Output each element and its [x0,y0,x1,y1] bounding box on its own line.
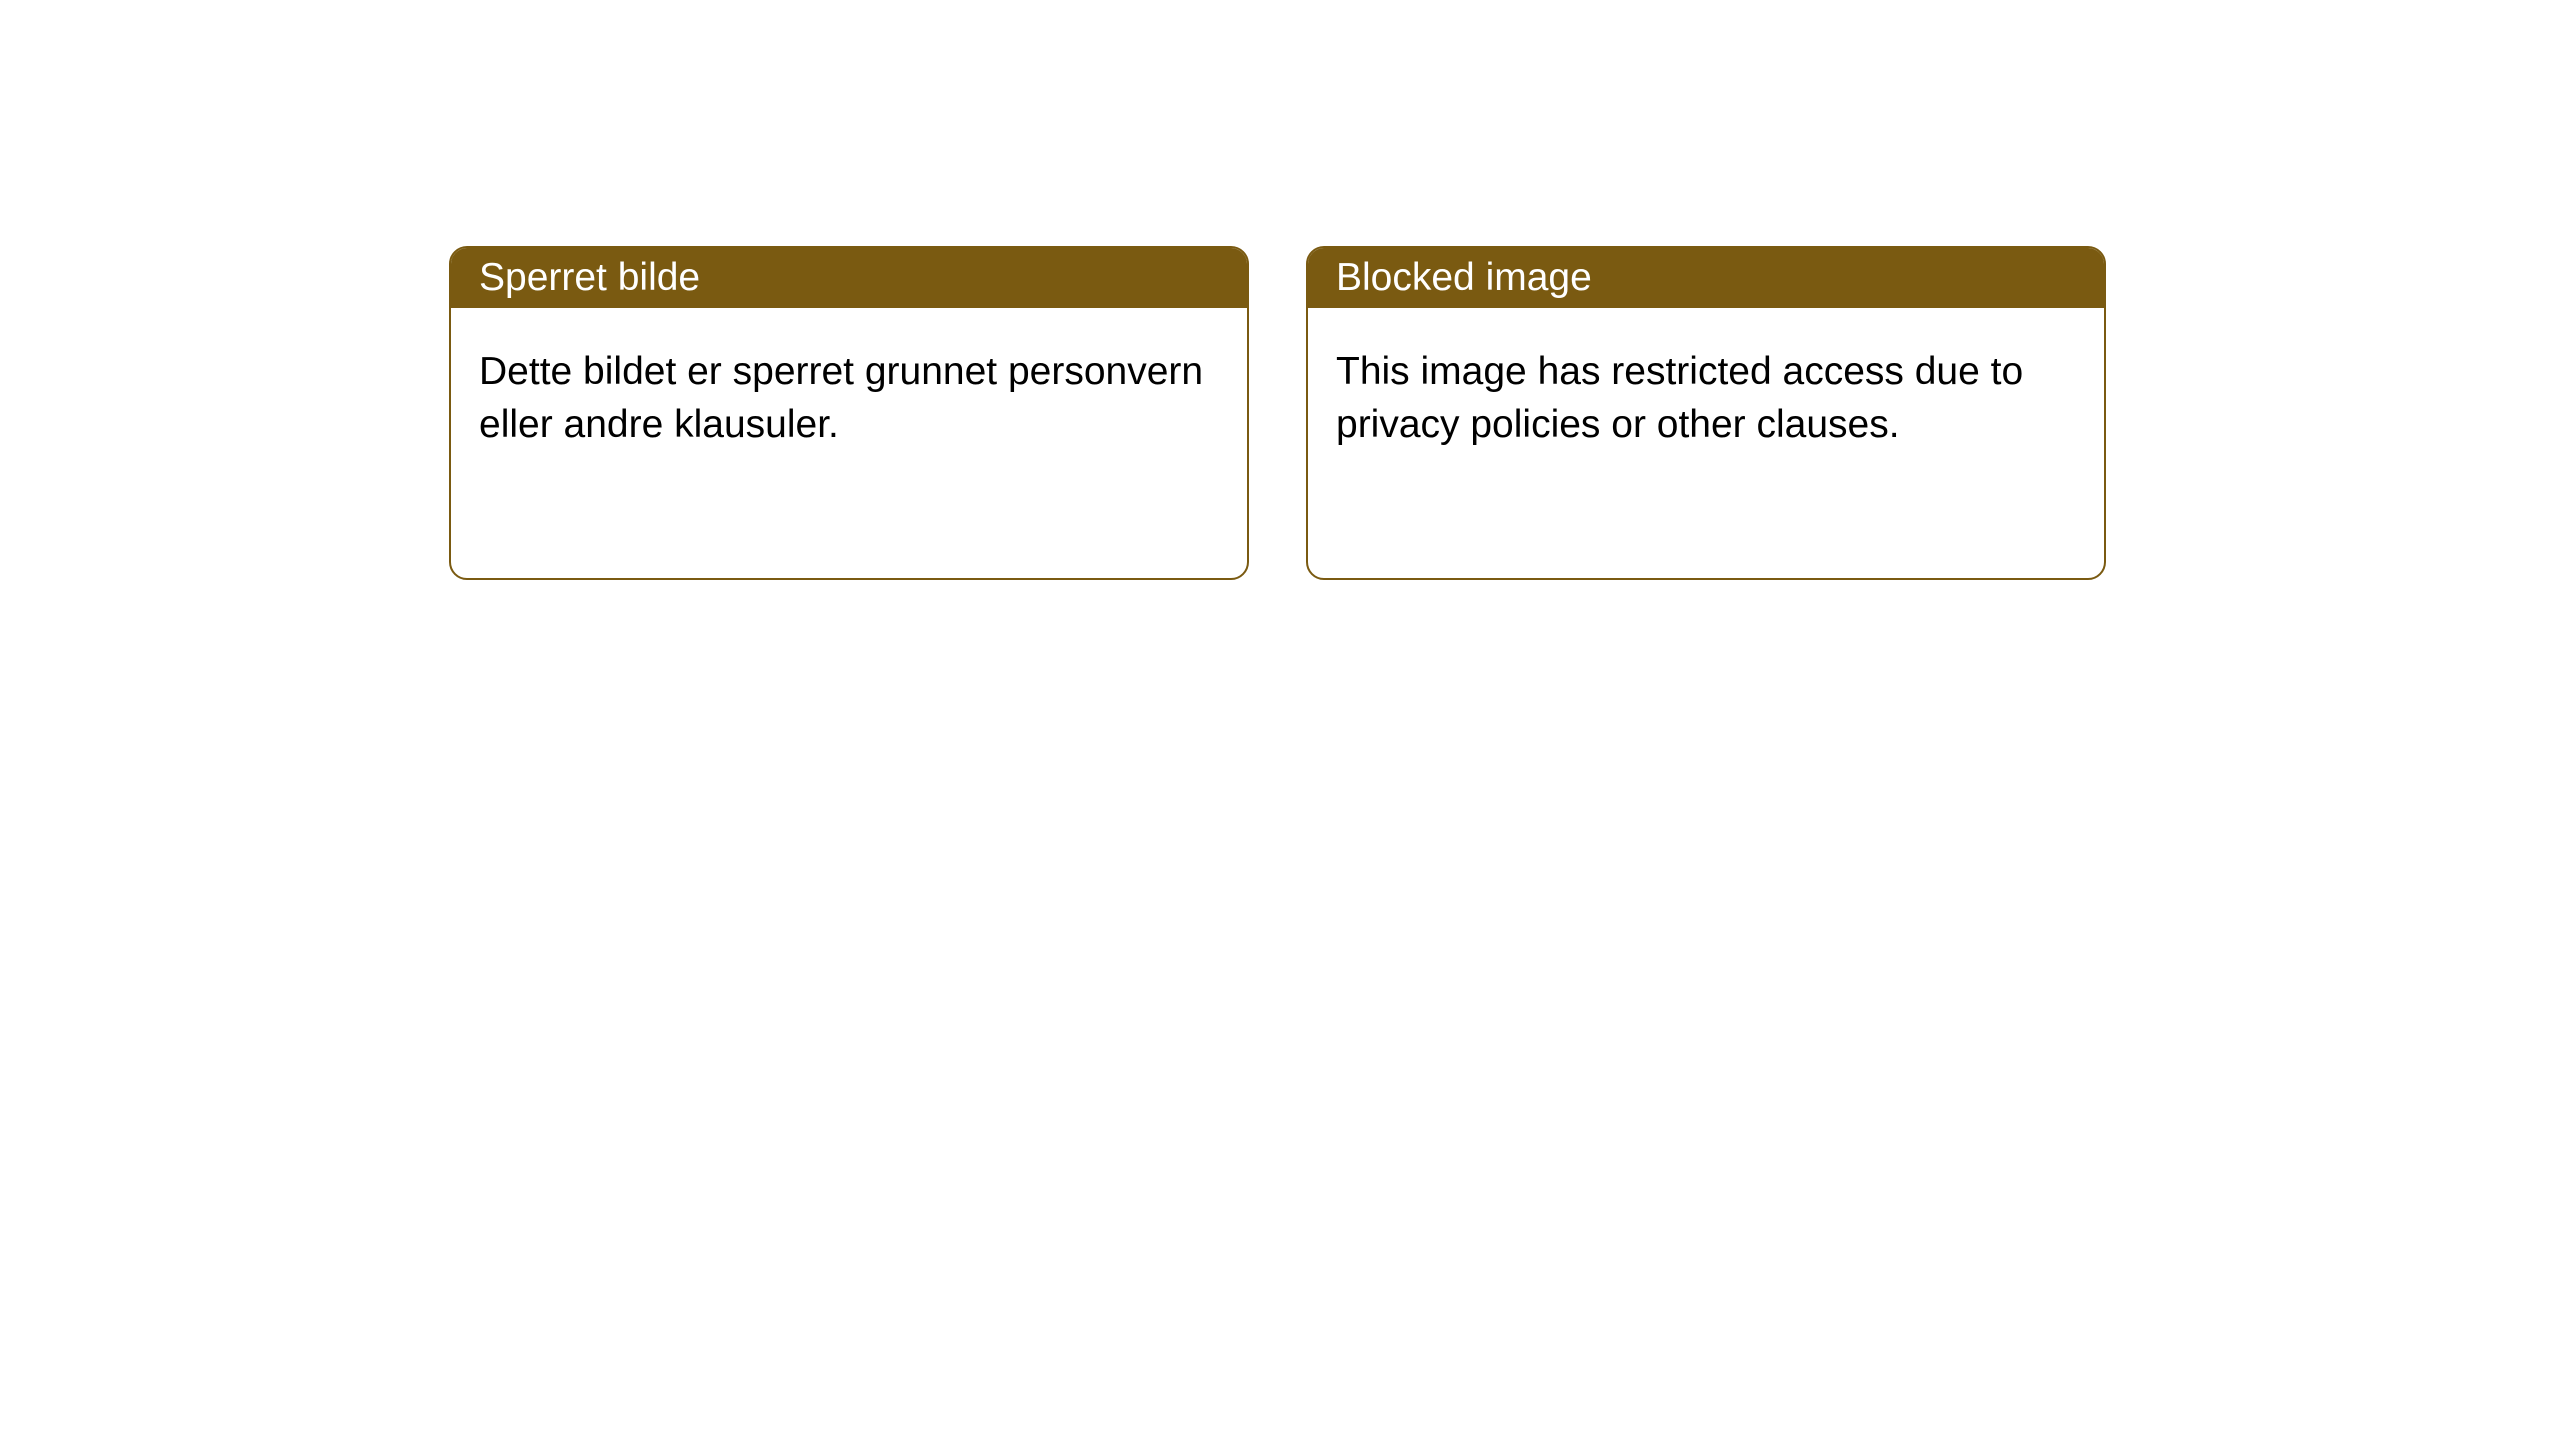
card-title-english: Blocked image [1336,256,1592,300]
card-header-english: Blocked image [1308,248,2104,308]
card-body-english: This image has restricted access due to … [1308,308,2104,489]
cards-container: Sperret bilde Dette bildet er sperret gr… [449,246,2106,580]
card-body-norwegian: Dette bildet er sperret grunnet personve… [451,308,1247,489]
card-english: Blocked image This image has restricted … [1306,246,2106,580]
card-norwegian: Sperret bilde Dette bildet er sperret gr… [449,246,1249,580]
card-text-norwegian: Dette bildet er sperret grunnet personve… [479,350,1203,446]
card-title-norwegian: Sperret bilde [479,256,700,300]
card-text-english: This image has restricted access due to … [1336,350,2023,446]
card-header-norwegian: Sperret bilde [451,248,1247,308]
